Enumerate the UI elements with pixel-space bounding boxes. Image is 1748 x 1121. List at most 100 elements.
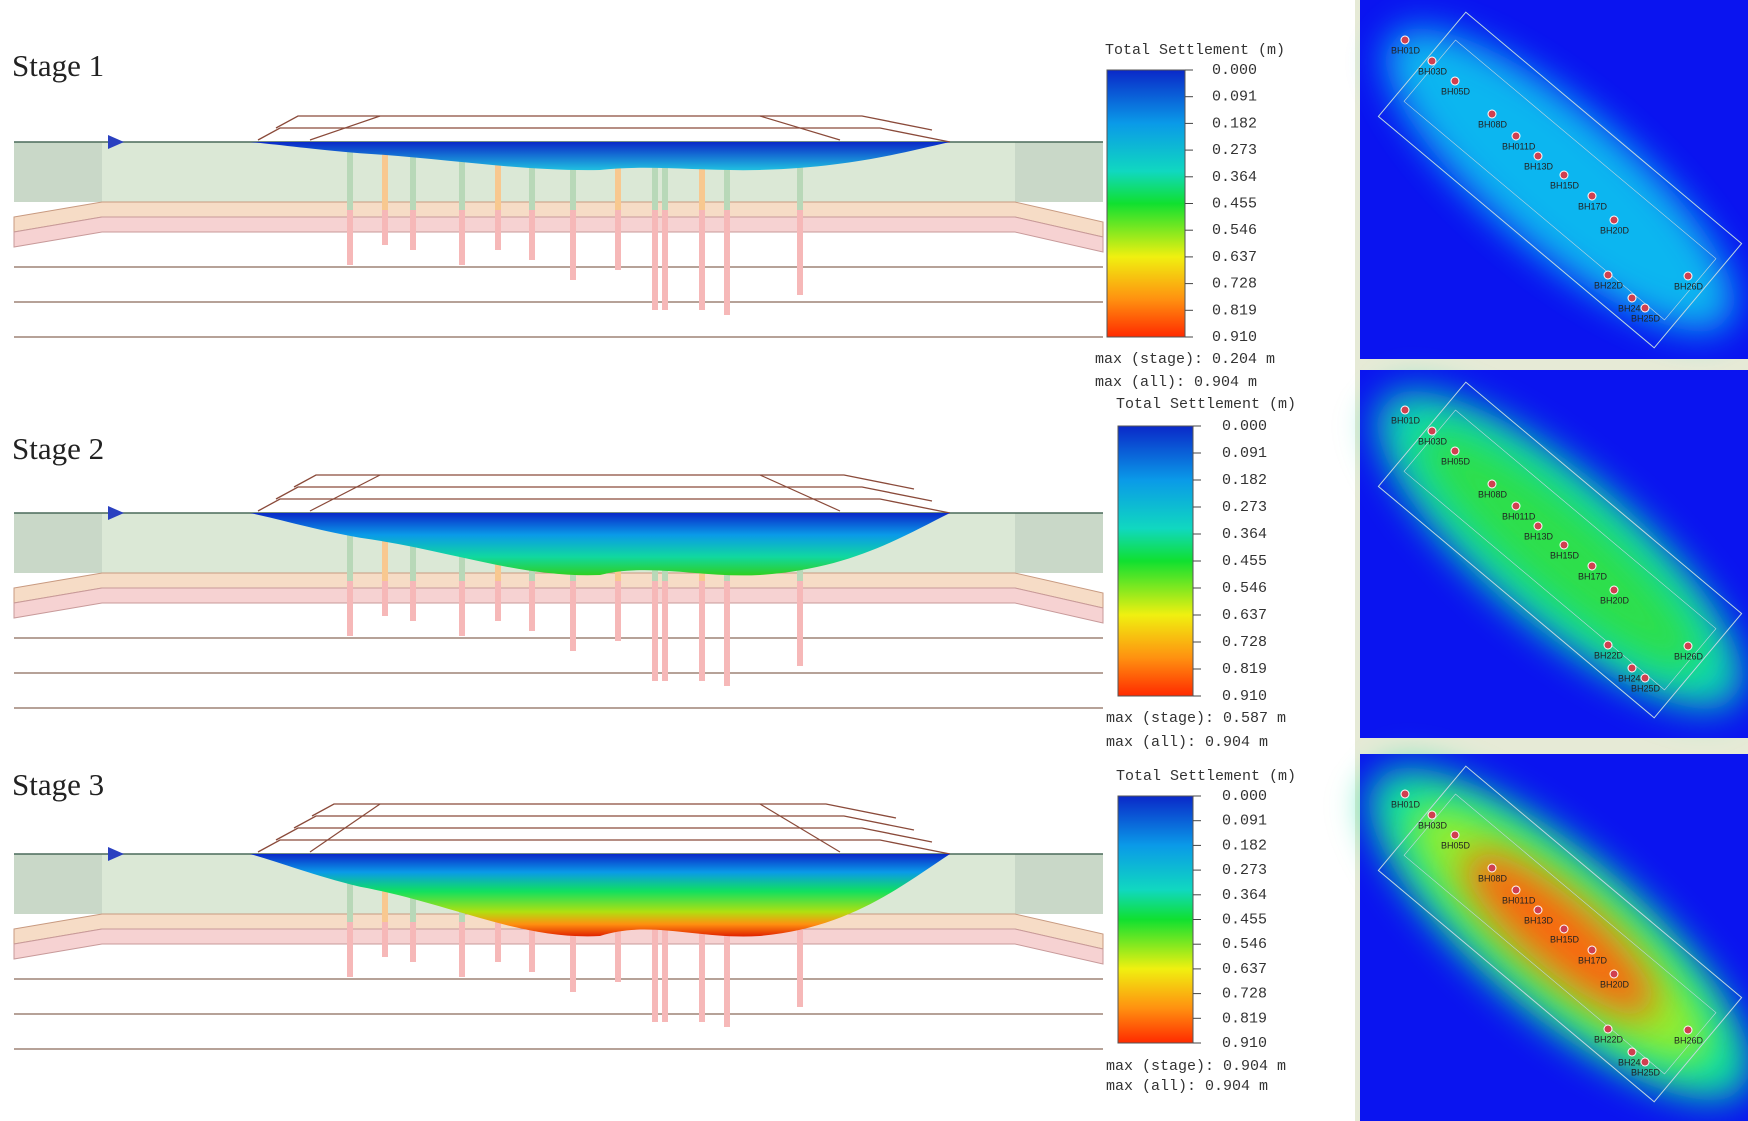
- borehole-label: BH22D: [1594, 650, 1624, 660]
- plan-view: BH01D BH03D BH05D BH08D BH011D BH13D BH15D BH17…: [1360, 0, 1748, 359]
- pile: [347, 210, 353, 265]
- borehole: [1533, 521, 1543, 531]
- borehole-label: BH05D: [1441, 840, 1471, 850]
- pile: [529, 922, 535, 972]
- soil-layer: [13, 928, 1104, 965]
- borehole-label: BH05D: [1441, 456, 1471, 466]
- borehole-label: BH26D: [1674, 281, 1704, 291]
- legend-tick-label: 0.273: [1222, 499, 1267, 516]
- borehole-label: BH01D: [1391, 45, 1421, 55]
- settlement-bowl: [250, 513, 950, 576]
- legend-title: Total Settlement (m): [1105, 42, 1285, 59]
- legend-title: Total Settlement (m): [1116, 768, 1296, 785]
- side-block: [14, 142, 102, 202]
- max-stage: max (stage): 0.587 m: [1106, 710, 1286, 727]
- embankment: [309, 115, 381, 141]
- legend-tick-label: 0.637: [1222, 961, 1267, 978]
- embankment: [257, 127, 951, 143]
- borehole-label: BH13D: [1524, 915, 1554, 925]
- legend-tick-label: 0.728: [1222, 986, 1267, 1003]
- pile: [570, 150, 576, 210]
- legend-tick-label: 0.364: [1222, 887, 1267, 904]
- pile: [347, 521, 353, 581]
- borehole-label: BH01D: [1391, 415, 1421, 425]
- borehole: [1427, 810, 1437, 820]
- pile: [724, 150, 730, 210]
- legend-tick-label: 0.364: [1222, 526, 1267, 543]
- borehole: [1450, 830, 1460, 840]
- pile: [652, 922, 658, 1022]
- embankment: [257, 839, 951, 855]
- borehole-label: BH15D: [1550, 550, 1580, 560]
- pile: [529, 210, 535, 260]
- pile: [652, 150, 658, 210]
- borehole: [1427, 426, 1437, 436]
- pile: [495, 150, 501, 210]
- borehole-label: BH17D: [1578, 955, 1608, 965]
- borehole-label: BH13D: [1524, 531, 1554, 541]
- plan-outline: [1377, 11, 1743, 349]
- legend-tick-label: 0.273: [1212, 142, 1257, 159]
- pile: [347, 862, 353, 922]
- max-all: max (all): 0.904 m: [1106, 734, 1268, 751]
- borehole-label: BH011D: [1502, 511, 1536, 521]
- borehole: [1587, 561, 1597, 571]
- pile: [662, 922, 668, 1022]
- borehole-label: BH08D: [1478, 873, 1508, 883]
- plan-view: BH01D BH03D BH05D BH08D BH011D BH13D BH15D BH17…: [1360, 754, 1748, 1121]
- legend-tick-label: 0.182: [1212, 115, 1257, 132]
- pile: [797, 150, 803, 210]
- borehole-label: BH011D: [1502, 895, 1536, 905]
- pile: [347, 922, 353, 977]
- max-stage: max (stage): 0.204 m: [1095, 351, 1275, 368]
- soil-layer: [13, 587, 1104, 624]
- borehole-label: BH24D: [1618, 303, 1648, 313]
- legend-tick-label: 0.091: [1212, 89, 1257, 106]
- borehole: [1587, 191, 1597, 201]
- stage-title: Stage 2: [12, 431, 104, 466]
- pile: [652, 210, 658, 310]
- borehole: [1683, 1025, 1693, 1035]
- pile: [459, 922, 465, 977]
- borehole: [1487, 863, 1497, 873]
- pile: [662, 150, 668, 210]
- legend-tick-label: 0.182: [1222, 837, 1267, 854]
- plan-outline: [1377, 765, 1743, 1103]
- pile: [797, 922, 803, 1007]
- legend-tick-label: 0.364: [1212, 169, 1257, 186]
- legend-tick-label: 0.819: [1222, 1010, 1267, 1027]
- borehole: [1400, 789, 1410, 799]
- borehole: [1683, 641, 1693, 651]
- borehole: [1587, 945, 1597, 955]
- stage-title: Stage 3: [12, 767, 104, 802]
- legend-tick-label: 0.819: [1212, 302, 1257, 319]
- pile: [699, 581, 705, 681]
- settlement-bowl: [250, 142, 950, 171]
- borehole: [1559, 924, 1569, 934]
- pile: [410, 922, 416, 962]
- water-marker: [108, 135, 124, 149]
- legend-tick-label: 0.455: [1222, 553, 1267, 570]
- borehole: [1640, 1057, 1650, 1067]
- borehole: [1400, 35, 1410, 45]
- pile: [662, 210, 668, 310]
- legend-tick-label: 0.000: [1212, 62, 1257, 79]
- borehole: [1640, 303, 1650, 313]
- color-bar: [1106, 69, 1186, 338]
- borehole-label: BH20D: [1600, 979, 1630, 989]
- legend-tick-label: 0.000: [1222, 418, 1267, 435]
- borehole-label: BH24D: [1618, 1057, 1648, 1067]
- embankment: [293, 474, 915, 490]
- settlement-glow: [1465, 852, 1655, 1016]
- embankment: [275, 115, 933, 131]
- borehole: [1559, 540, 1569, 550]
- pile: [495, 581, 501, 621]
- borehole: [1427, 56, 1437, 66]
- side-block: [14, 854, 102, 914]
- borehole: [1609, 215, 1619, 225]
- borehole: [1533, 905, 1543, 915]
- borehole: [1559, 170, 1569, 180]
- borehole: [1450, 76, 1460, 86]
